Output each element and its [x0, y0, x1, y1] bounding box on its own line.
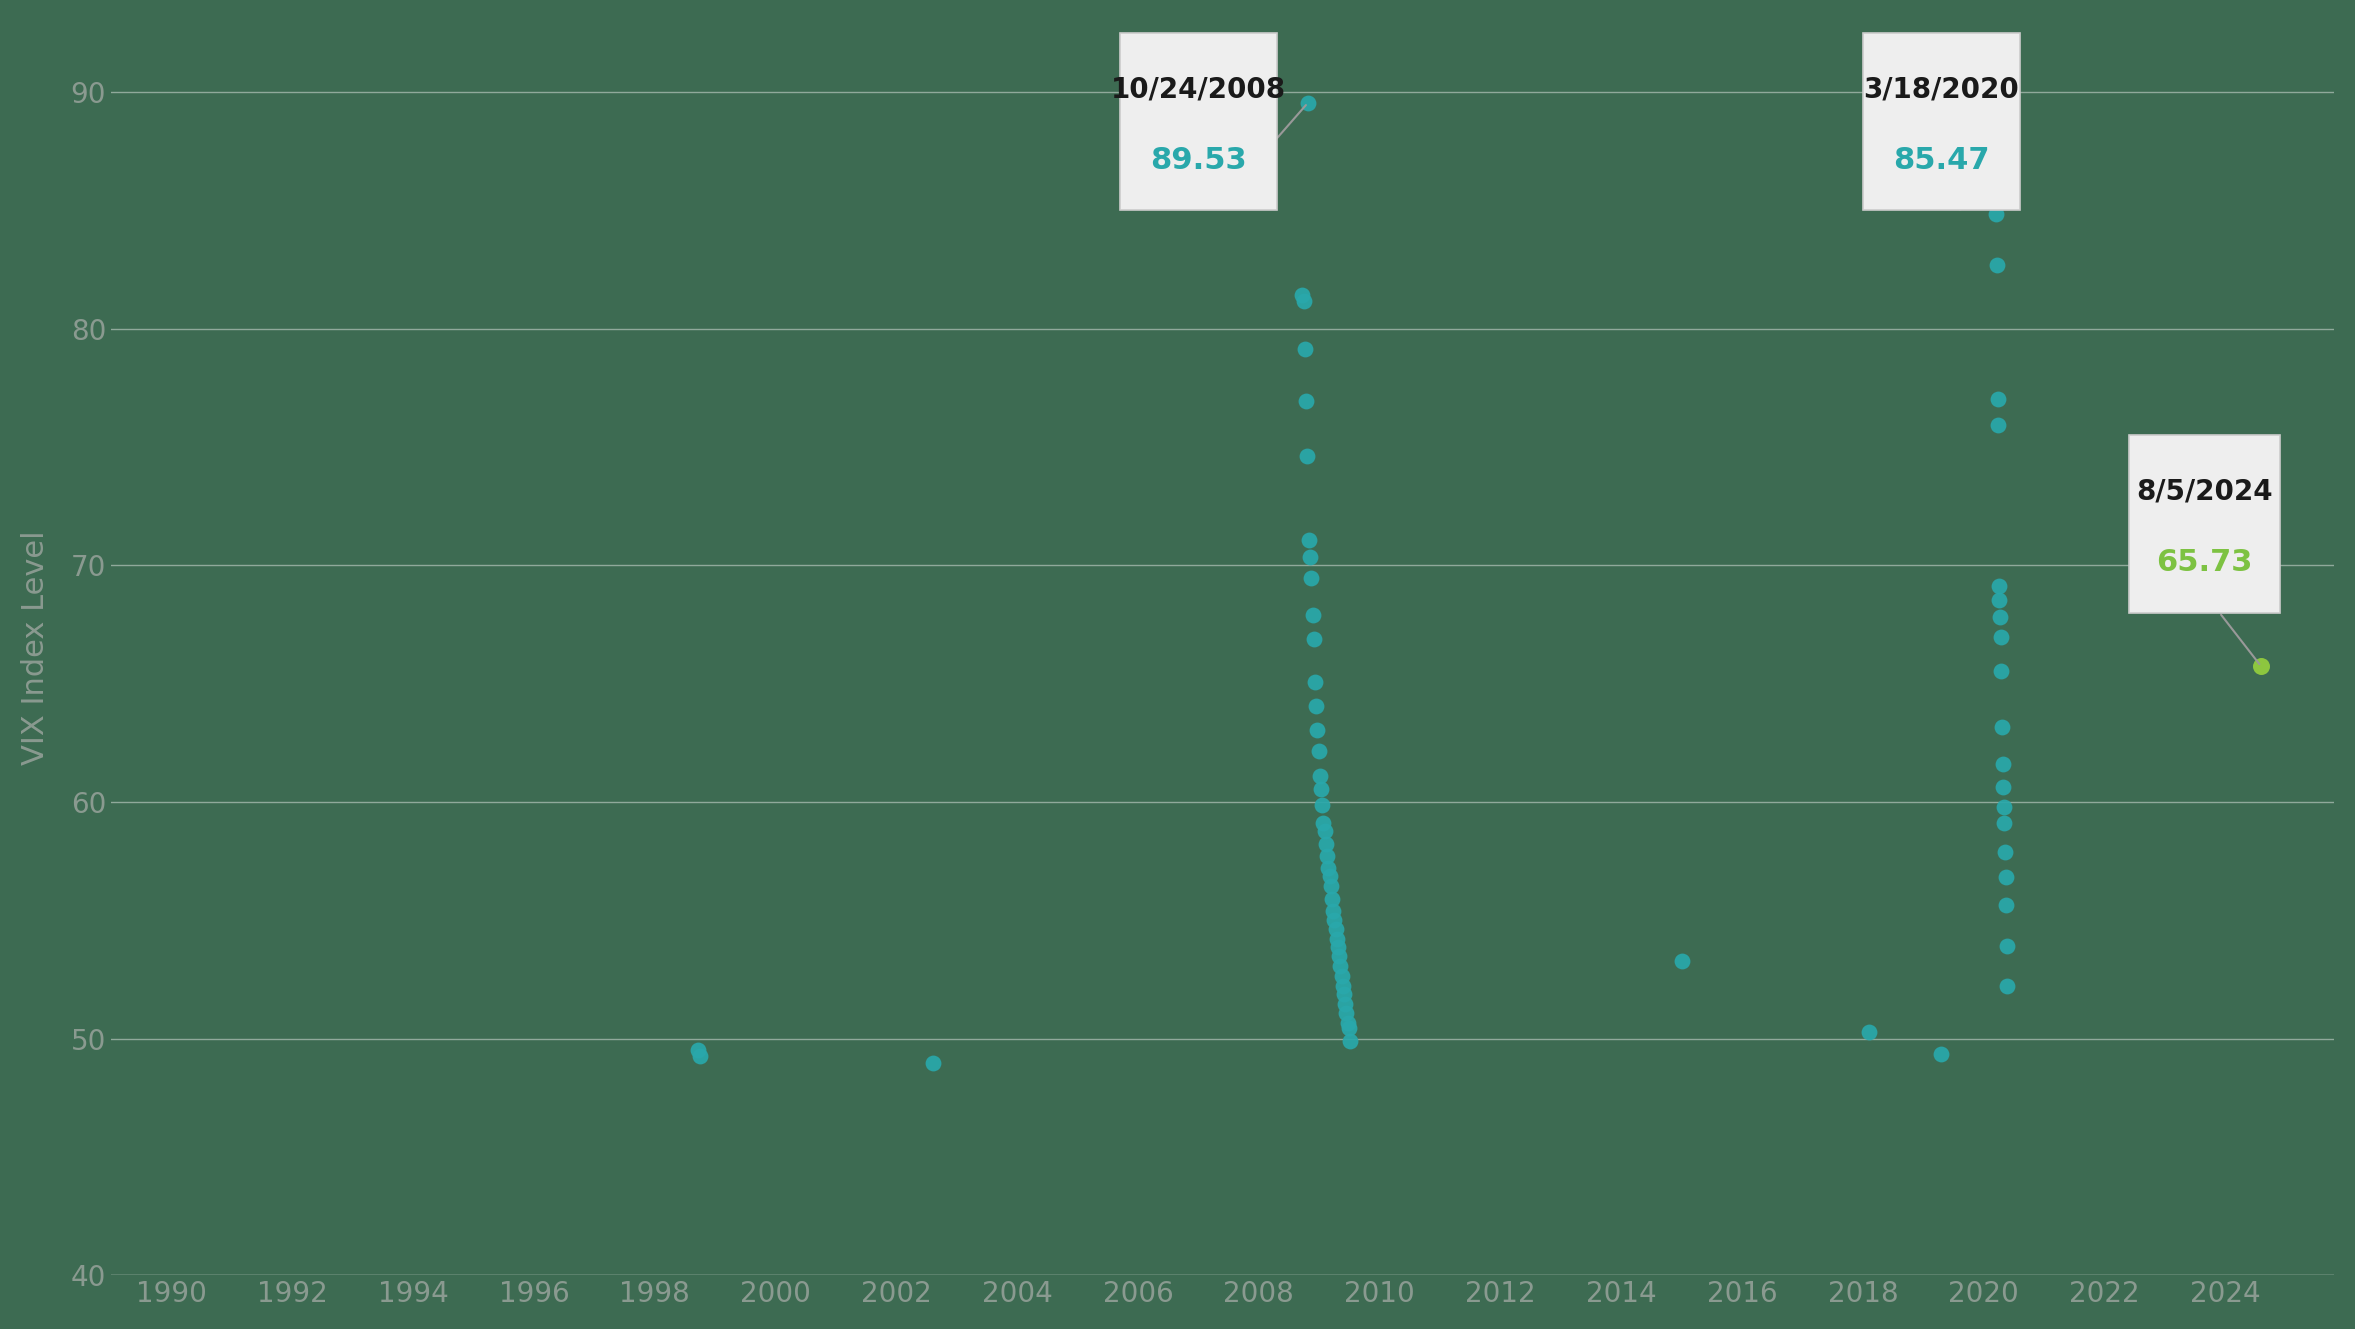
Point [1851, 1021, 1889, 1042]
Point [1978, 388, 2016, 409]
Point [1988, 867, 2025, 888]
Point [1291, 530, 1328, 552]
Point [1922, 1043, 1959, 1065]
Point [1316, 909, 1354, 930]
Point [1985, 777, 2023, 799]
Point [2242, 655, 2280, 676]
Point [1319, 928, 1356, 949]
Point [1985, 796, 2023, 817]
Point [1300, 740, 1338, 762]
Point [1988, 975, 2025, 997]
Point [1978, 254, 2016, 275]
Text: 8/5/2024: 8/5/2024 [2136, 478, 2273, 506]
Text: 89.53: 89.53 [1149, 146, 1246, 175]
Point [1307, 820, 1345, 841]
Point [1316, 918, 1354, 940]
Point [1300, 766, 1338, 787]
Point [1314, 900, 1352, 921]
Point [1981, 606, 2018, 627]
Point [1286, 290, 1324, 311]
Point [1321, 946, 1359, 968]
Point [681, 1045, 718, 1066]
Point [1288, 445, 1326, 466]
Point [1314, 889, 1352, 910]
Point [1978, 203, 2016, 225]
Point [1988, 936, 2025, 957]
Point [1288, 92, 1326, 113]
Point [1309, 845, 1347, 867]
Point [1298, 695, 1335, 716]
Point [1291, 546, 1328, 567]
Point [678, 1039, 716, 1061]
Point [1288, 391, 1326, 412]
FancyBboxPatch shape [1121, 33, 1276, 210]
Point [1331, 1031, 1368, 1053]
Point [1302, 795, 1340, 816]
Point [1328, 1013, 1366, 1034]
Y-axis label: VIX Index Level: VIX Index Level [21, 530, 49, 766]
Point [1331, 1018, 1368, 1039]
Point [1978, 189, 2016, 210]
Point [1983, 627, 2021, 649]
Point [1305, 812, 1342, 833]
Point [1302, 779, 1340, 800]
Point [1283, 284, 1321, 306]
Text: 3/18/2020: 3/18/2020 [1863, 76, 2018, 104]
Point [1983, 754, 2021, 775]
Point [1293, 605, 1331, 626]
Point [1319, 936, 1356, 957]
Point [1981, 575, 2018, 597]
Point [1312, 876, 1349, 897]
Point [1988, 894, 2025, 916]
Point [1293, 567, 1331, 589]
Point [1312, 865, 1349, 886]
FancyBboxPatch shape [1863, 33, 2021, 210]
Text: 10/24/2008: 10/24/2008 [1112, 76, 1286, 104]
FancyBboxPatch shape [2129, 435, 2280, 613]
Text: 65.73: 65.73 [2157, 549, 2251, 577]
Point [1307, 833, 1345, 855]
Point [1324, 975, 1361, 997]
Point [1309, 857, 1347, 878]
Point [1326, 993, 1364, 1014]
Point [1324, 965, 1361, 986]
Point [1295, 629, 1333, 650]
Point [1983, 661, 2021, 682]
Text: 85.47: 85.47 [1893, 146, 1990, 175]
Point [1983, 716, 2021, 738]
Point [1981, 415, 2018, 436]
Point [1321, 956, 1359, 977]
Point [1326, 983, 1364, 1005]
Point [1985, 812, 2023, 833]
Point [1981, 590, 2018, 611]
Point [1298, 719, 1335, 740]
Point [1328, 1002, 1366, 1023]
Point [1295, 671, 1333, 692]
Point [1985, 841, 2023, 863]
Point [1286, 339, 1324, 360]
Point [914, 1053, 951, 1074]
Point [1663, 950, 1700, 971]
